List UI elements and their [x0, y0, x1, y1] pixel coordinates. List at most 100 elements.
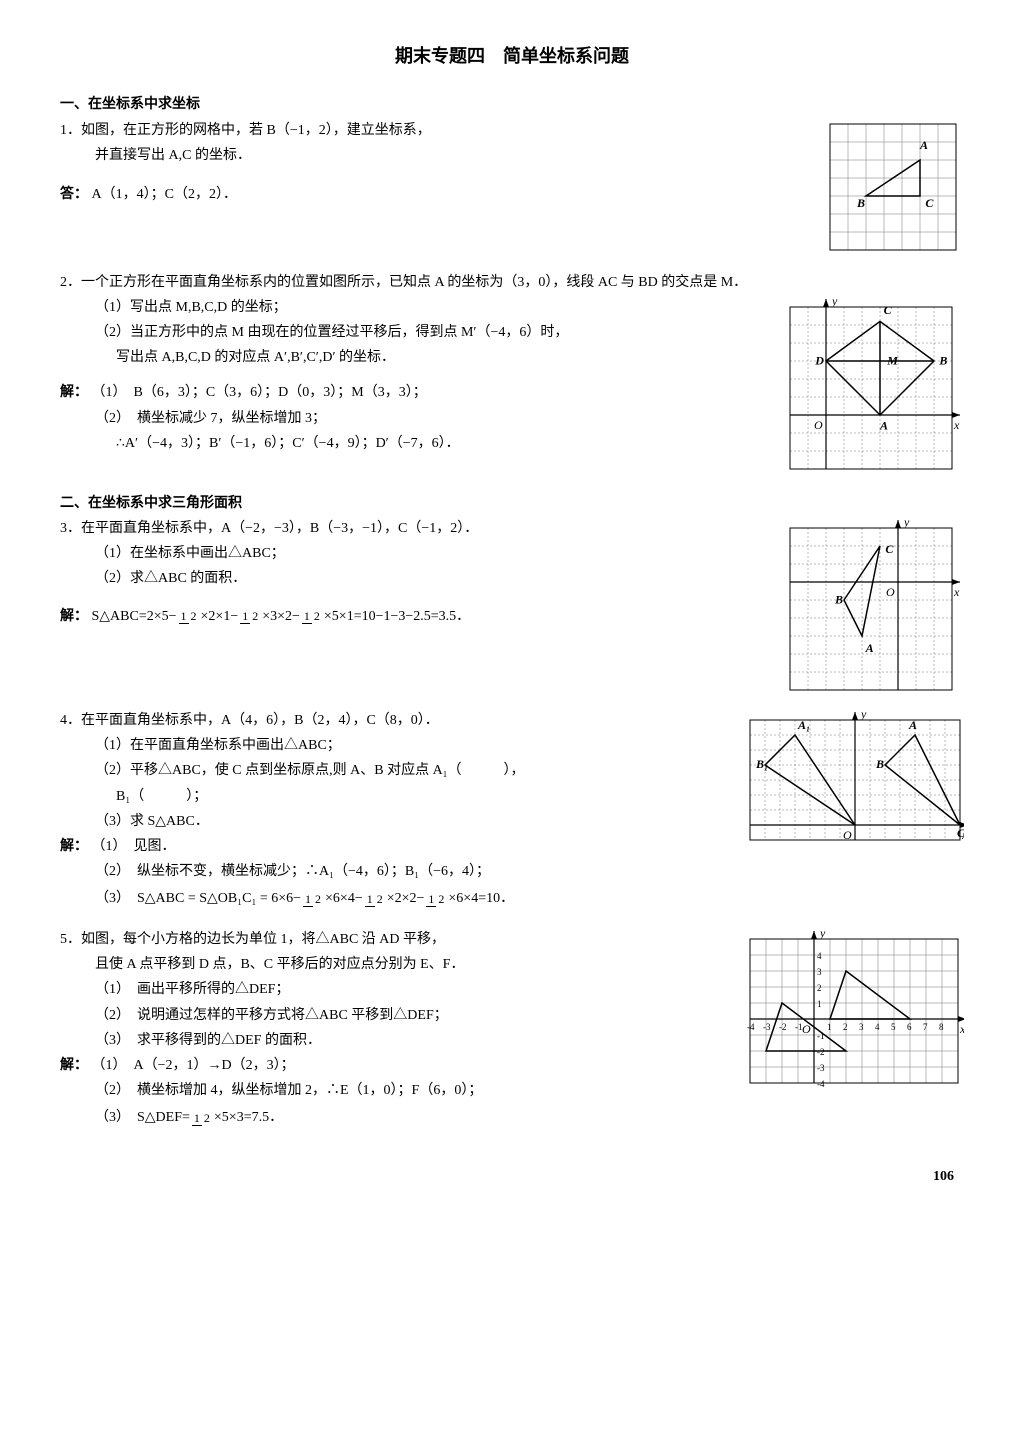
- q5-stem: 5．如图，每个小方格的边长为单位 1，将△ABC 沿 AD 平移，: [60, 927, 724, 952]
- q5-sol1: （1） A（−2，1）→D（2，3）；: [92, 1058, 295, 1073]
- svg-text:C: C: [925, 195, 934, 209]
- q1-answer: 答： A（1，4）；C（2，2）．: [60, 182, 804, 207]
- q5-stem1: 如图，每个小方格的边长为单位 1，将△ABC 沿 AD 平移，: [81, 932, 445, 947]
- q3-row: 3．在平面直角坐标系中，A（−2，−3），B（−3，−1），C（−1，2）． （…: [60, 516, 964, 696]
- q5-figure: xyO-4-3-2-1123456781234-1-2-3-4: [744, 927, 964, 1087]
- svg-text:O: O: [814, 418, 823, 432]
- svg-text:B₁: B₁: [755, 757, 768, 771]
- q1-stem2: 并直接写出 A,C 的坐标．: [60, 143, 804, 168]
- q2-stem1: 一个正方形在平面直角坐标系内的位置如图所示，已知点 A 的坐标为（3，0），线段…: [81, 275, 747, 290]
- svg-text:3: 3: [817, 967, 822, 977]
- section2-head: 二、在坐标系中求三角形面积: [60, 491, 964, 516]
- q4-figure: xyOA₁AB₁BC: [744, 708, 964, 848]
- q3-stem1: 在平面直角坐标系中，A（−2，−3），B（−3，−1），C（−1，2）．: [81, 521, 478, 536]
- q5-row: 5．如图，每个小方格的边长为单位 1，将△ABC 沿 AD 平移， 且使 A 点…: [60, 927, 964, 1134]
- q5-sol: 解： （1） A（−2，1）→D（2，3）；: [60, 1053, 724, 1078]
- q3-sub2: （2）求△ABC 的面积．: [60, 566, 764, 591]
- q5-sub2: （2） 说明通过怎样的平移方式将△ABC 平移到△DEF；: [60, 1003, 724, 1028]
- svg-text:-4: -4: [817, 1079, 825, 1087]
- q1-ans-label: 答：: [60, 187, 88, 202]
- q4-math: （3） S△ABC = S△OB₁C₁ = 6×6−12×6×4−12×2×2−…: [95, 891, 514, 906]
- q2-sol1: （1） B（6，3）；C（3，6）；D（0，3）；M（3，3）；: [92, 385, 427, 400]
- svg-text:5: 5: [891, 1022, 896, 1032]
- q4-sol-label: 解：: [60, 839, 88, 854]
- svg-text:C: C: [884, 303, 893, 317]
- svg-text:B: B: [856, 195, 865, 209]
- svg-text:A: A: [919, 138, 928, 152]
- svg-text:2: 2: [843, 1022, 848, 1032]
- q4-sol1: （1） 见图．: [92, 839, 176, 854]
- q4-num: 4．: [60, 713, 81, 728]
- q1-stem: 1．如图，在正方形的网格中，若 B（−1，2），建立坐标系，: [60, 118, 804, 143]
- svg-text:1: 1: [817, 999, 822, 1009]
- q3-num: 3．: [60, 521, 81, 536]
- q4-sub3: （3）求 S△ABC．: [60, 809, 724, 834]
- q2-row: （1）写出点 M,B,C,D 的坐标； （2）当正方形中的点 M 由现在的位置经…: [60, 295, 964, 475]
- svg-text:y: y: [860, 708, 867, 721]
- svg-text:A: A: [865, 641, 874, 655]
- q2-figure: xyOABCDM: [784, 295, 964, 475]
- svg-text:8: 8: [939, 1022, 944, 1032]
- page-number: 106: [60, 1164, 964, 1189]
- svg-text:3: 3: [859, 1022, 864, 1032]
- svg-text:A₁: A₁: [797, 718, 810, 732]
- svg-text:6: 6: [907, 1022, 912, 1032]
- svg-text:B: B: [875, 757, 884, 771]
- q5-num: 5．: [60, 932, 81, 947]
- q1-figure: A B C: [824, 118, 964, 258]
- q4-sub2a: （2）平移△ABC，使 C 点到坐标原点,则 A、B 对应点 A₁（ ），: [60, 758, 724, 783]
- svg-text:-3: -3: [763, 1022, 771, 1032]
- svg-text:7: 7: [923, 1022, 928, 1032]
- section1-head: 一、在坐标系中求坐标: [60, 92, 964, 117]
- q4-sol2: （2） 纵坐标不变，横坐标减少；∴A₁（−4，6）；B₁（−6，4）；: [60, 859, 724, 884]
- svg-text:-2: -2: [779, 1022, 787, 1032]
- svg-text:-1: -1: [795, 1022, 803, 1032]
- svg-text:4: 4: [817, 951, 822, 961]
- q5-sub3: （3） 求平移得到的△DEF 的面积．: [60, 1028, 724, 1053]
- q4-sub2b: B₁（ ）；: [60, 784, 724, 809]
- svg-text:M: M: [886, 353, 898, 367]
- svg-text:O: O: [843, 828, 852, 842]
- page-title: 期末专题四 简单坐标系问题: [60, 40, 964, 72]
- q4-stem1: 在平面直角坐标系中，A（4，6），B（2，4），C（8，0）．: [81, 713, 439, 728]
- svg-text:x: x: [959, 1022, 964, 1036]
- svg-text:x: x: [953, 418, 960, 432]
- svg-text:-2: -2: [817, 1047, 825, 1057]
- q3-sol-label: 解：: [60, 609, 88, 624]
- svg-text:y: y: [819, 927, 826, 940]
- svg-text:y: y: [903, 516, 910, 529]
- q1-num: 1．: [60, 123, 81, 138]
- q2-sol-label: 解：: [60, 385, 88, 400]
- q2-sub1: （1）写出点 M,B,C,D 的坐标；: [60, 295, 764, 320]
- svg-text:2: 2: [817, 983, 822, 993]
- svg-text:C: C: [885, 542, 894, 556]
- q5-stem2: 且使 A 点平移到 D 点，B、C 平移后的对应点分别为 E、F．: [60, 952, 724, 977]
- q2-sub2b: 写出点 A,B,C,D 的对应点 A′,B′,C′,D′ 的坐标．: [60, 345, 764, 370]
- svg-text:D: D: [814, 353, 824, 367]
- q5-math: （3） S△DEF=12×5×3=7.5．: [95, 1110, 283, 1125]
- svg-text:-4: -4: [747, 1022, 755, 1032]
- q2-sol2a: （2） 横坐标减少 7，纵坐标增加 3；: [60, 406, 764, 431]
- svg-text:1: 1: [827, 1022, 832, 1032]
- q4-row: 4．在平面直角坐标系中，A（4，6），B（2，4），C（8，0）． （1）在平面…: [60, 708, 964, 915]
- q5-sol-label: 解：: [60, 1058, 88, 1073]
- svg-text:x: x: [953, 585, 960, 599]
- q4-stem: 4．在平面直角坐标系中，A（4，6），B（2，4），C（8，0）．: [60, 708, 724, 733]
- svg-text:B: B: [834, 593, 843, 607]
- q3-stem: 3．在平面直角坐标系中，A（−2，−3），B（−3，−1），C（−1，2）．: [60, 516, 764, 541]
- q3-figure: xyOABC: [784, 516, 964, 696]
- q2-num: 2．: [60, 275, 81, 290]
- svg-text:-3: -3: [817, 1063, 825, 1073]
- q1-row: 1．如图，在正方形的网格中，若 B（−1，2），建立坐标系， 并直接写出 A,C…: [60, 118, 964, 258]
- q1-ans-text: A（1，4）；C（2，2）．: [92, 187, 237, 202]
- svg-text:B: B: [938, 353, 947, 367]
- q4-sub1: （1）在平面直角坐标系中画出△ABC；: [60, 733, 724, 758]
- q4-sol: 解： （1） 见图．: [60, 834, 724, 859]
- q4-sol3: （3） S△ABC = S△OB₁C₁ = 6×6−12×6×4−12×2×2−…: [60, 884, 724, 915]
- q3-math: S△ABC=2×5−12×2×1−12×3×2−12×5×1=10−1−3−2.…: [92, 609, 471, 624]
- svg-text:A: A: [908, 718, 917, 732]
- q2-sol: 解： （1） B（6，3）；C（3，6）；D（0，3）；M（3，3）；: [60, 380, 764, 405]
- q1-stem1: 如图，在正方形的网格中，若 B（−1，2），建立坐标系，: [81, 123, 431, 138]
- q2-sub2a: （2）当正方形中的点 M 由现在的位置经过平移后，得到点 M′（−4，6）时，: [60, 320, 764, 345]
- svg-text:-1: -1: [817, 1031, 825, 1041]
